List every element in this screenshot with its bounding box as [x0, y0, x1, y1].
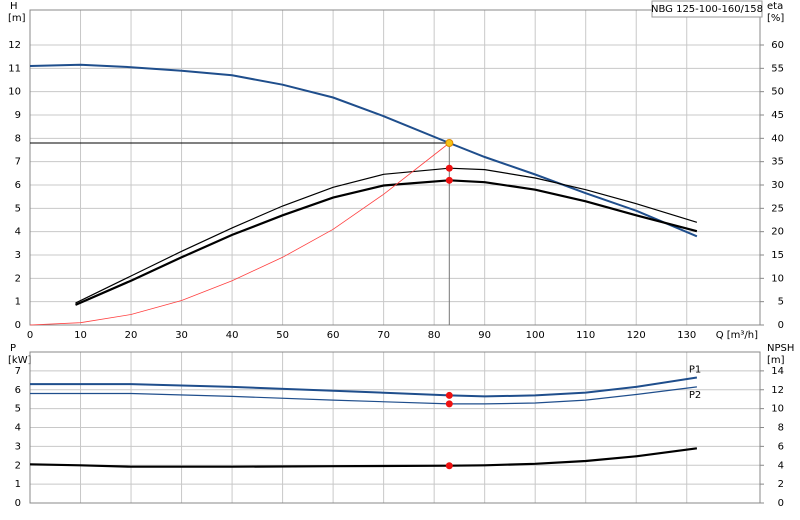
- y-tick-label: 7: [15, 366, 21, 377]
- y-tick-label: 2: [15, 460, 21, 471]
- x-tick-label: 130: [677, 330, 696, 341]
- y-tick-label: 5: [15, 203, 21, 214]
- x-tick-label: 30: [175, 330, 188, 341]
- y2-tick-label: 5: [778, 297, 784, 308]
- x-tick-label: 80: [428, 330, 441, 341]
- y2-tick-label: 2: [778, 479, 784, 490]
- y2-tick-label: 10: [771, 404, 784, 415]
- chart-title: NBG 125-100-160/158: [651, 4, 763, 15]
- y-tick-label: 6: [15, 180, 21, 191]
- duty-point: [445, 176, 453, 184]
- y-tick-label: 3: [15, 250, 21, 261]
- y-tick-label: 5: [15, 404, 21, 415]
- x-tick-label: 90: [478, 330, 491, 341]
- x-tick-label: 100: [526, 330, 545, 341]
- y-tick-label: 2: [15, 273, 21, 284]
- y-tick-label: 4: [15, 423, 21, 434]
- y-axis-label: P: [10, 343, 16, 354]
- y-tick-label: 8: [15, 133, 21, 144]
- y2-tick-label: 15: [771, 250, 784, 261]
- y2-tick-label: 14: [771, 366, 784, 377]
- x-tick-label: 0: [27, 330, 33, 341]
- curve: [29, 142, 450, 326]
- y2-tick-label: 35: [771, 157, 784, 168]
- y2-tick-label: 12: [771, 385, 784, 396]
- y2-tick-label: 40: [771, 133, 784, 144]
- y2-tick-label: 55: [771, 63, 784, 74]
- y2-axis-label: eta: [767, 1, 783, 12]
- curve: [30, 376, 698, 398]
- duty-point: [445, 462, 453, 470]
- y-tick-label: 1: [15, 479, 21, 490]
- series-label: P2: [689, 390, 701, 401]
- y2-tick-label: 25: [771, 203, 784, 214]
- y2-tick-label: 4: [778, 460, 784, 471]
- y-tick-label: 0: [15, 498, 21, 509]
- duty-point: [445, 391, 453, 399]
- y-tick-label: 12: [8, 40, 21, 51]
- x-tick-label: 70: [377, 330, 390, 341]
- x-tick-label: 20: [125, 330, 138, 341]
- y2-axis-unit: [%]: [767, 13, 784, 24]
- y-tick-label: 10: [8, 87, 21, 98]
- curve: [30, 386, 697, 405]
- plot-frame: [29, 351, 761, 504]
- y2-tick-label: 0: [778, 320, 784, 331]
- y2-tick-label: 45: [771, 110, 784, 121]
- y2-tick-label: 20: [771, 227, 784, 238]
- curve: [75, 179, 698, 306]
- x-tick-label: 50: [276, 330, 289, 341]
- x-axis-label: Q [m³/h]: [716, 330, 758, 341]
- x-tick-label: 120: [627, 330, 646, 341]
- y-tick-label: 9: [15, 110, 21, 121]
- x-tick-label: 110: [576, 330, 595, 341]
- curve: [75, 167, 698, 304]
- y2-axis-label: NPSH: [767, 343, 794, 354]
- y2-tick-label: 8: [778, 423, 784, 434]
- y2-tick-label: 0: [778, 498, 784, 509]
- plot-frame: [29, 9, 761, 326]
- y-tick-label: 3: [15, 441, 21, 452]
- y-tick-label: 4: [15, 227, 21, 238]
- y-axis-label: H: [10, 1, 18, 12]
- y2-tick-label: 6: [778, 441, 784, 452]
- y-axis-unit: [kW]: [8, 355, 32, 366]
- y-axis-unit: [m]: [8, 13, 26, 24]
- x-tick-label: 40: [226, 330, 239, 341]
- series-label: P1: [689, 364, 701, 375]
- y2-tick-label: 50: [771, 87, 784, 98]
- duty-point: [445, 139, 454, 147]
- y2-tick-label: 30: [771, 180, 784, 191]
- duty-point: [445, 164, 453, 172]
- duty-point: [445, 400, 453, 408]
- title-box: [651, 0, 763, 18]
- curve: [29, 63, 698, 238]
- y2-axis-unit: [m]: [767, 355, 785, 366]
- x-tick-label: 60: [327, 330, 340, 341]
- y2-tick-label: 10: [771, 273, 784, 284]
- y-tick-label: 11: [8, 63, 21, 74]
- y-tick-label: 1: [15, 297, 21, 308]
- y2-tick-label: 60: [771, 40, 784, 51]
- x-tick-label: 10: [74, 330, 87, 341]
- y-tick-label: 0: [15, 320, 21, 331]
- y-tick-label: 6: [15, 385, 21, 396]
- y-tick-label: 7: [15, 157, 21, 168]
